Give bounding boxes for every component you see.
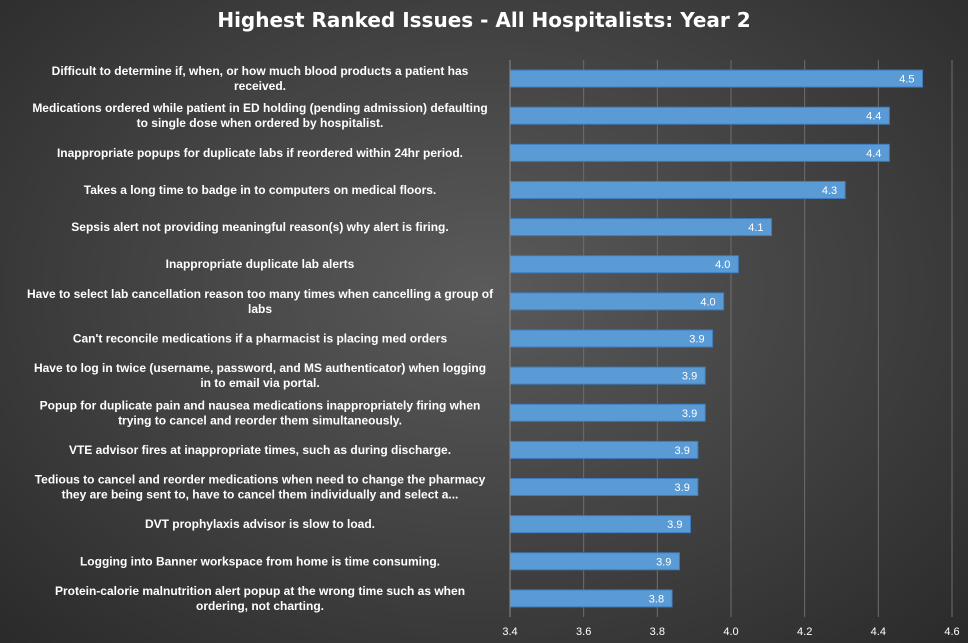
- x-tick-label: 3.6: [576, 626, 591, 638]
- category-label: Medications ordered while patient in ED …: [32, 101, 487, 130]
- x-tick-label: 3.8: [650, 626, 665, 638]
- data-label: 3.9: [689, 334, 704, 346]
- data-label: 4.0: [715, 259, 730, 271]
- data-label: 3.9: [675, 482, 690, 494]
- category-label: Protein-calorie malnutrition alert popup…: [55, 584, 465, 613]
- category-label-line: Can't reconcile medications if a pharmac…: [73, 332, 448, 346]
- category-label-line: VTE advisor fires at inappropriate times…: [69, 443, 451, 457]
- bar: [509, 403, 706, 422]
- bar: [509, 255, 739, 274]
- bar: [509, 478, 699, 497]
- category-label-line: labs: [248, 302, 272, 316]
- x-tick-label: 4.0: [723, 626, 738, 638]
- bar: [509, 440, 699, 459]
- category-label-line: Have to log in twice (username, password…: [34, 361, 486, 375]
- data-label: 4.4: [866, 148, 881, 160]
- bar: [509, 589, 673, 608]
- bar: [509, 143, 890, 162]
- x-tick-label: 4.2: [797, 626, 812, 638]
- bar: [509, 69, 924, 88]
- bar: [509, 218, 773, 237]
- category-label-line: Inappropriate duplicate lab alerts: [166, 257, 355, 271]
- bar: [509, 292, 725, 311]
- category-label: Takes a long time to badge in to compute…: [84, 183, 437, 197]
- category-label: DVT prophylaxis advisor is slow to load.: [145, 517, 375, 531]
- data-label: 3.9: [682, 371, 697, 383]
- category-label-line: Difficult to determine if, when, or how …: [52, 64, 469, 78]
- category-label: Tedious to cancel and reorder medication…: [35, 473, 486, 502]
- bar: [509, 366, 706, 385]
- category-label-line: Medications ordered while patient in ED …: [32, 101, 487, 115]
- x-tick-label: 4.4: [871, 626, 886, 638]
- category-label-line: Have to select lab cancellation reason t…: [27, 287, 494, 301]
- category-label-line: ordering, not charting.: [196, 599, 324, 613]
- category-label: Have to log in twice (username, password…: [34, 361, 486, 390]
- category-label-line: DVT prophylaxis advisor is slow to load.: [145, 517, 375, 531]
- bars-layer: 4.5 4.4 4.4 4.3 4.1 4.0 4.0 3.9 3.9 3.9 3.9 3.9 3.9 3…: [509, 69, 924, 608]
- category-label-line: to single dose when ordered by hospitali…: [137, 116, 384, 130]
- category-label-line: in to email via portal.: [200, 376, 319, 390]
- category-label-line: Tedious to cancel and reorder medication…: [35, 473, 486, 487]
- data-label: 4.4: [866, 111, 881, 123]
- data-label: 4.3: [822, 185, 837, 197]
- data-label: 3.9: [667, 519, 682, 531]
- category-label: Difficult to determine if, when, or how …: [52, 64, 469, 93]
- category-label-line: trying to cancel and reorder them simult…: [118, 413, 402, 427]
- category-label-line: Logging into Banner workspace from home …: [80, 554, 440, 568]
- category-label-line: Sepsis alert not providing meaningful re…: [71, 220, 448, 234]
- bar: [509, 515, 691, 534]
- chart-title: Highest Ranked Issues - All Hospitalists…: [217, 8, 750, 32]
- x-tick-label: 3.4: [502, 626, 517, 638]
- category-label: Inappropriate duplicate lab alerts: [166, 257, 355, 271]
- bar: [509, 329, 714, 348]
- x-tick-label: 4.6: [944, 626, 959, 638]
- category-label-line: Protein-calorie malnutrition alert popup…: [55, 584, 465, 598]
- category-label: Inappropriate popups for duplicate labs …: [57, 146, 463, 160]
- category-label: Popup for duplicate pain and nausea medi…: [40, 398, 481, 427]
- data-label: 4.0: [700, 296, 715, 308]
- category-label: VTE advisor fires at inappropriate times…: [69, 443, 451, 457]
- data-label: 3.9: [656, 556, 671, 568]
- bar: [509, 552, 680, 571]
- category-label-line: Takes a long time to badge in to compute…: [84, 183, 437, 197]
- category-label: Logging into Banner workspace from home …: [80, 554, 440, 568]
- category-label: Have to select lab cancellation reason t…: [27, 287, 494, 316]
- data-label: 3.9: [682, 408, 697, 420]
- category-label-line: received.: [234, 79, 286, 93]
- data-label: 3.9: [675, 445, 690, 457]
- category-label-line: Popup for duplicate pain and nausea medi…: [40, 398, 481, 412]
- bar: [509, 106, 890, 125]
- category-label: Can't reconcile medications if a pharmac…: [73, 332, 448, 346]
- x-axis: 3.4 3.6 3.8 4.0 4.2 4.4 4.6: [502, 60, 960, 638]
- data-label: 4.5: [899, 74, 914, 86]
- data-label: 4.1: [748, 222, 763, 234]
- category-label: Sepsis alert not providing meaningful re…: [71, 220, 448, 234]
- bar: [509, 180, 846, 199]
- category-label-line: Inappropriate popups for duplicate labs …: [57, 146, 463, 160]
- data-label: 3.8: [649, 593, 664, 605]
- category-labels: Difficult to determine if, when, or how …: [27, 64, 494, 613]
- category-label-line: they are being sent to, have to cancel t…: [62, 488, 459, 502]
